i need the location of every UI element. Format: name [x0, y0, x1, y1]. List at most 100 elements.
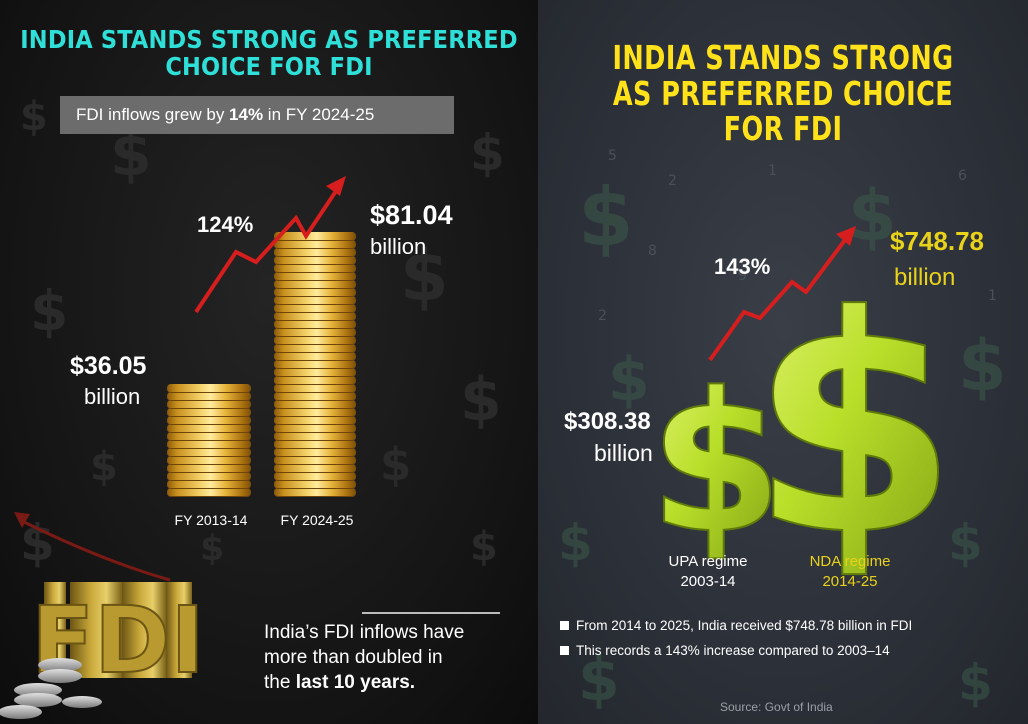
coin: [274, 304, 356, 313]
coin: [274, 384, 356, 393]
coin: [274, 472, 356, 481]
doubled-note: India’s FDI inflows have more than doubl…: [264, 620, 514, 695]
svg-text:2: 2: [668, 173, 677, 189]
coin: [167, 408, 251, 417]
fdi-text: FDI: [31, 587, 204, 694]
coin: [167, 472, 251, 481]
svg-text:$: $: [200, 529, 224, 569]
coin: [274, 288, 356, 297]
growth-label-124: 124%: [197, 212, 254, 237]
coin: [274, 248, 356, 257]
coin: [167, 384, 251, 393]
silver-coins-icon: [0, 658, 102, 719]
growth-arrow-left: [194, 176, 346, 314]
svg-text:8: 8: [648, 243, 657, 259]
coin: [274, 448, 356, 457]
coin: [274, 440, 356, 449]
coin: [167, 400, 251, 409]
coin: [274, 408, 356, 417]
left-title: INDIA STANDS STRONG AS PREFERRED CHOICE …: [20, 25, 518, 81]
coin: [274, 272, 356, 281]
svg-text:$: $: [948, 514, 983, 572]
note-line-1: India’s FDI inflows have: [264, 622, 465, 643]
coin: [274, 480, 356, 489]
note-divider: [362, 612, 500, 614]
coin: [274, 488, 356, 497]
coin: [274, 416, 356, 425]
category-upa-line-1: UPA regime: [668, 553, 748, 570]
coin: [167, 464, 251, 473]
subtitle-bold: 14%: [229, 105, 264, 124]
svg-text:$: $: [958, 325, 1007, 407]
note-line-3-prefix: the: [264, 672, 296, 693]
bullet-square-icon: [560, 621, 569, 630]
coin: [167, 456, 251, 465]
fdi-letters-icon: [44, 582, 192, 678]
unit-label-fy2024-25: billion: [370, 234, 427, 259]
bullet-1: From 2014 to 2025, India received $748.7…: [560, 618, 912, 633]
note-line-3-bold: last 10 years.: [295, 672, 416, 693]
bullet-1-text: From 2014 to 2025, India received $748.7…: [576, 618, 913, 633]
value-label-fy2024-25: $81.04: [370, 200, 453, 230]
bullet-2: This records a 143% increase compared to…: [560, 643, 890, 658]
value-label-fy2013-14: $36.05: [70, 352, 147, 380]
svg-text:$: $: [30, 279, 68, 343]
coin: [274, 376, 356, 385]
category-label-upa: UPA regime 2003-14: [646, 552, 770, 592]
coin: [274, 280, 356, 289]
svg-text:$: $: [558, 514, 593, 572]
svg-text:$: $: [20, 94, 48, 140]
right-title: INDIA STANDS STRONG AS PREFERRED CHOICE …: [612, 38, 954, 149]
dollar-sign-chart: $ $: [648, 226, 959, 602]
coin: [274, 336, 356, 345]
value-label-nda: $748.78: [890, 226, 984, 256]
coin: [274, 328, 356, 337]
coin: [167, 424, 251, 433]
unit-label-fy2013-14: billion: [84, 384, 141, 409]
svg-text:$: $: [470, 524, 498, 570]
coin: [274, 392, 356, 401]
svg-text:$: $: [958, 654, 993, 712]
coin: [274, 344, 356, 353]
dollar-sign-upa-icon: $: [649, 351, 783, 576]
growth-label-143: 143%: [714, 254, 771, 279]
coin: [274, 424, 356, 433]
svg-text:$: $: [848, 175, 897, 257]
svg-text:6: 6: [958, 168, 967, 184]
coin: [274, 296, 356, 305]
svg-text:$: $: [608, 345, 650, 415]
growth-subtitle-box: FDI inflows grew by 14% in FY 2024-25: [60, 96, 454, 134]
coin: [274, 456, 356, 465]
subtitle-prefix: FDI inflows grew by: [76, 105, 230, 124]
svg-text:$: $: [578, 171, 634, 264]
svg-text:1: 1: [988, 288, 997, 304]
coin: [167, 416, 251, 425]
coin: [167, 480, 251, 489]
svg-text:9: 9: [738, 268, 747, 284]
coin: [167, 448, 251, 457]
coin: [274, 360, 356, 369]
category-upa-line-2: 2003-14: [680, 573, 736, 590]
coin: [274, 400, 356, 409]
svg-text:$: $: [578, 645, 620, 715]
category-nda-line-2: 2014-25: [822, 573, 878, 590]
svg-text:$: $: [470, 124, 505, 182]
bullet-2-text: This records a 143% increase compared to…: [576, 643, 890, 658]
svg-text:$: $: [90, 444, 118, 490]
value-label-upa: $308.38: [564, 408, 651, 435]
category-label-fy2024-25: FY 2024-25: [280, 512, 354, 528]
subtitle-suffix: in FY 2024-25: [263, 105, 375, 124]
svg-text:1: 1: [768, 163, 777, 179]
coin-stack-fy2013-14: [167, 377, 251, 497]
svg-text:$: $: [400, 235, 449, 317]
coin: [274, 368, 356, 377]
category-nda-line-1: NDA regime: [809, 553, 891, 570]
svg-text:$: $: [460, 365, 502, 435]
coin-stack-fy2024-25: [274, 229, 356, 497]
coin: [167, 392, 251, 401]
category-label-nda: NDA regime 2014-25: [788, 552, 912, 592]
category-label-fy2013-14: FY 2013-14: [174, 512, 248, 528]
coin: [167, 432, 251, 441]
coin: [274, 264, 356, 273]
